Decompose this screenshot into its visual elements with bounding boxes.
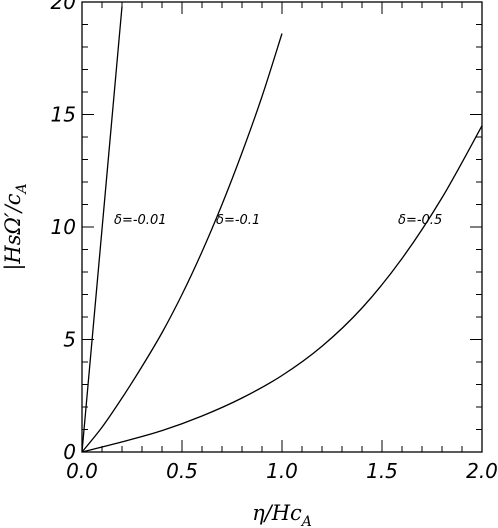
x-tick-labels: 0.0 0.5 1.0 1.5 2.0 bbox=[66, 459, 498, 483]
series-line bbox=[82, 125, 482, 452]
x-tick-label: 0.5 bbox=[166, 459, 198, 483]
y-tick-labels: 0 5 10 15 20 bbox=[51, 0, 76, 464]
y-tick-label: 0 bbox=[63, 440, 76, 464]
x-tick-label: 2.0 bbox=[466, 459, 498, 483]
curve-label: δ=-0.01 bbox=[114, 213, 166, 228]
plot-frame bbox=[81, 1, 483, 453]
series-line bbox=[82, 33, 283, 452]
y-axis-label-main: |HsΩ′/c bbox=[1, 193, 26, 270]
x-tick-label: 1.5 bbox=[366, 459, 398, 483]
curves bbox=[82, 6, 482, 452]
y-tick-label: 5 bbox=[63, 328, 76, 352]
series-line bbox=[82, 6, 123, 452]
y-tick-label: 15 bbox=[51, 103, 76, 127]
y-tick-label: 10 bbox=[51, 215, 76, 239]
x-tick-label: 0.0 bbox=[66, 459, 98, 483]
y-tick-label: 20 bbox=[51, 0, 76, 14]
x-axis-label: η/HcA bbox=[252, 501, 312, 528]
x-axis-label-main: η/Hc bbox=[252, 501, 302, 525]
x-tick-label: 1.0 bbox=[266, 459, 298, 483]
curve-label: δ=-0.5 bbox=[398, 213, 442, 228]
x-axis-label-sub: A bbox=[300, 514, 312, 528]
curve-label: δ=-0.1 bbox=[216, 213, 260, 228]
y-axis-label: |HsΩ′/cA bbox=[1, 183, 30, 270]
curve-labels: δ=-0.01 δ=-0.1 δ=-0.5 bbox=[114, 213, 442, 228]
y-axis-label-sub: A bbox=[14, 183, 30, 195]
